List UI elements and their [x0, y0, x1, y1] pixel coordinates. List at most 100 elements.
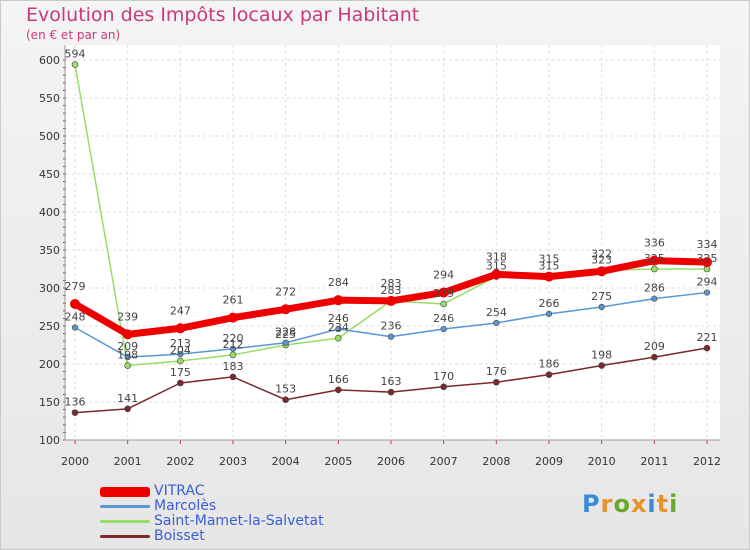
data-point: [387, 388, 395, 396]
data-point: [493, 378, 500, 386]
data-point: [649, 255, 660, 266]
y-tick-label: 100: [39, 434, 60, 447]
data-point: [703, 344, 711, 352]
chart-title: Evolution des Impôts locaux par Habitant: [26, 4, 420, 26]
data-point: [544, 271, 554, 282]
brand-letter: t: [656, 490, 670, 518]
data-label: 315: [539, 253, 560, 266]
y-tick-label: 150: [39, 396, 60, 409]
data-label: 318: [486, 250, 507, 263]
data-label: 136: [65, 396, 86, 409]
data-label: 284: [328, 276, 349, 289]
data-label: 225: [275, 328, 296, 341]
line-chart: 100 150 200 250 300 350 400 450 500 550 600 2000 200…: [39, 45, 721, 468]
y-tick-label: 200: [39, 358, 60, 371]
data-label: 248: [65, 311, 86, 324]
y-tick-label: 600: [39, 54, 60, 67]
data-label: 286: [644, 282, 665, 295]
brand-letter: x: [630, 490, 648, 518]
data-label: 334: [697, 238, 718, 251]
data-point: [229, 351, 237, 359]
data-point: [335, 334, 342, 342]
data-label: 166: [328, 373, 349, 386]
brand-letter: i: [669, 490, 679, 518]
legend-item: Boisset: [100, 529, 324, 544]
y-tick-label: 300: [39, 282, 60, 295]
x-tick-label: 2005: [324, 455, 352, 468]
x-tick-label: 2008: [482, 455, 510, 468]
data-point: [440, 325, 447, 333]
y-tick-label: 400: [39, 206, 60, 219]
data-label: 294: [697, 276, 718, 289]
legend-swatch: [100, 520, 150, 523]
x-tick-label: 2002: [166, 455, 194, 468]
data-point: [651, 295, 658, 302]
y-tick-label: 550: [39, 92, 60, 105]
data-label: 153: [275, 383, 296, 396]
brand-letter: i: [647, 490, 657, 518]
legend-label: Boisset: [154, 528, 205, 544]
legend-label: Marcolès: [154, 498, 217, 514]
y-tick-label: 450: [39, 168, 60, 181]
data-point: [177, 357, 184, 365]
legend-swatch: [100, 535, 150, 538]
legend-label: Saint-Mamet-la-Salvetat: [154, 513, 324, 529]
data-label: 183: [223, 360, 244, 373]
y-tick-label: 500: [39, 130, 60, 143]
data-point: [280, 304, 291, 315]
data-point: [335, 386, 342, 394]
data-label: 315: [539, 260, 560, 273]
data-point: [124, 405, 131, 413]
legend-item: VITRAC: [100, 484, 324, 499]
x-tick-label: 2000: [61, 455, 89, 468]
data-point: [386, 295, 396, 306]
brand-letter: o: [613, 490, 631, 518]
data-label: 325: [697, 252, 718, 265]
legend-item: Marcolès: [100, 499, 324, 514]
x-tick-label: 2001: [114, 455, 142, 468]
data-point: [545, 371, 553, 378]
data-point: [229, 373, 237, 381]
data-point: [598, 362, 605, 369]
x-tick-label: 2003: [219, 455, 247, 468]
data-label: 336: [644, 237, 665, 250]
data-label: 213: [170, 337, 191, 350]
data-label: 176: [486, 365, 507, 378]
data-label: 247: [170, 304, 191, 317]
plot-area: [65, 45, 720, 440]
legend-label: VITRAC: [154, 483, 205, 499]
data-label: 163: [381, 375, 402, 388]
data-label: 234: [328, 321, 349, 334]
x-tick-label: 2006: [377, 455, 405, 468]
data-label: 209: [644, 340, 665, 353]
data-label: 186: [539, 358, 560, 371]
y-tick-label: 350: [39, 244, 60, 257]
data-label: 175: [170, 366, 191, 379]
x-tick-label: 2007: [430, 455, 458, 468]
data-point: [71, 324, 79, 331]
data-label: 246: [433, 312, 454, 325]
x-tick-label: 2012: [693, 455, 721, 468]
data-label: 204: [170, 344, 191, 357]
data-point: [229, 345, 237, 352]
legend-swatch: [100, 486, 150, 497]
data-point: [177, 351, 184, 358]
data-point: [282, 396, 289, 404]
data-label: 323: [591, 254, 612, 267]
data-point: [440, 383, 447, 391]
data-point: [651, 265, 658, 273]
data-label: 220: [223, 332, 244, 345]
data-point: [282, 339, 289, 346]
data-point: [175, 323, 186, 334]
data-point: [440, 300, 447, 308]
x-tick-label: 2009: [535, 455, 563, 468]
data-label: 198: [117, 349, 138, 362]
brand-letter: r: [600, 490, 614, 518]
data-point: [596, 266, 607, 277]
data-point: [387, 333, 395, 340]
data-label: 141: [117, 392, 138, 405]
data-point: [335, 325, 342, 333]
data-label: 239: [117, 310, 138, 323]
data-point: [438, 287, 449, 298]
data-point: [177, 379, 184, 387]
